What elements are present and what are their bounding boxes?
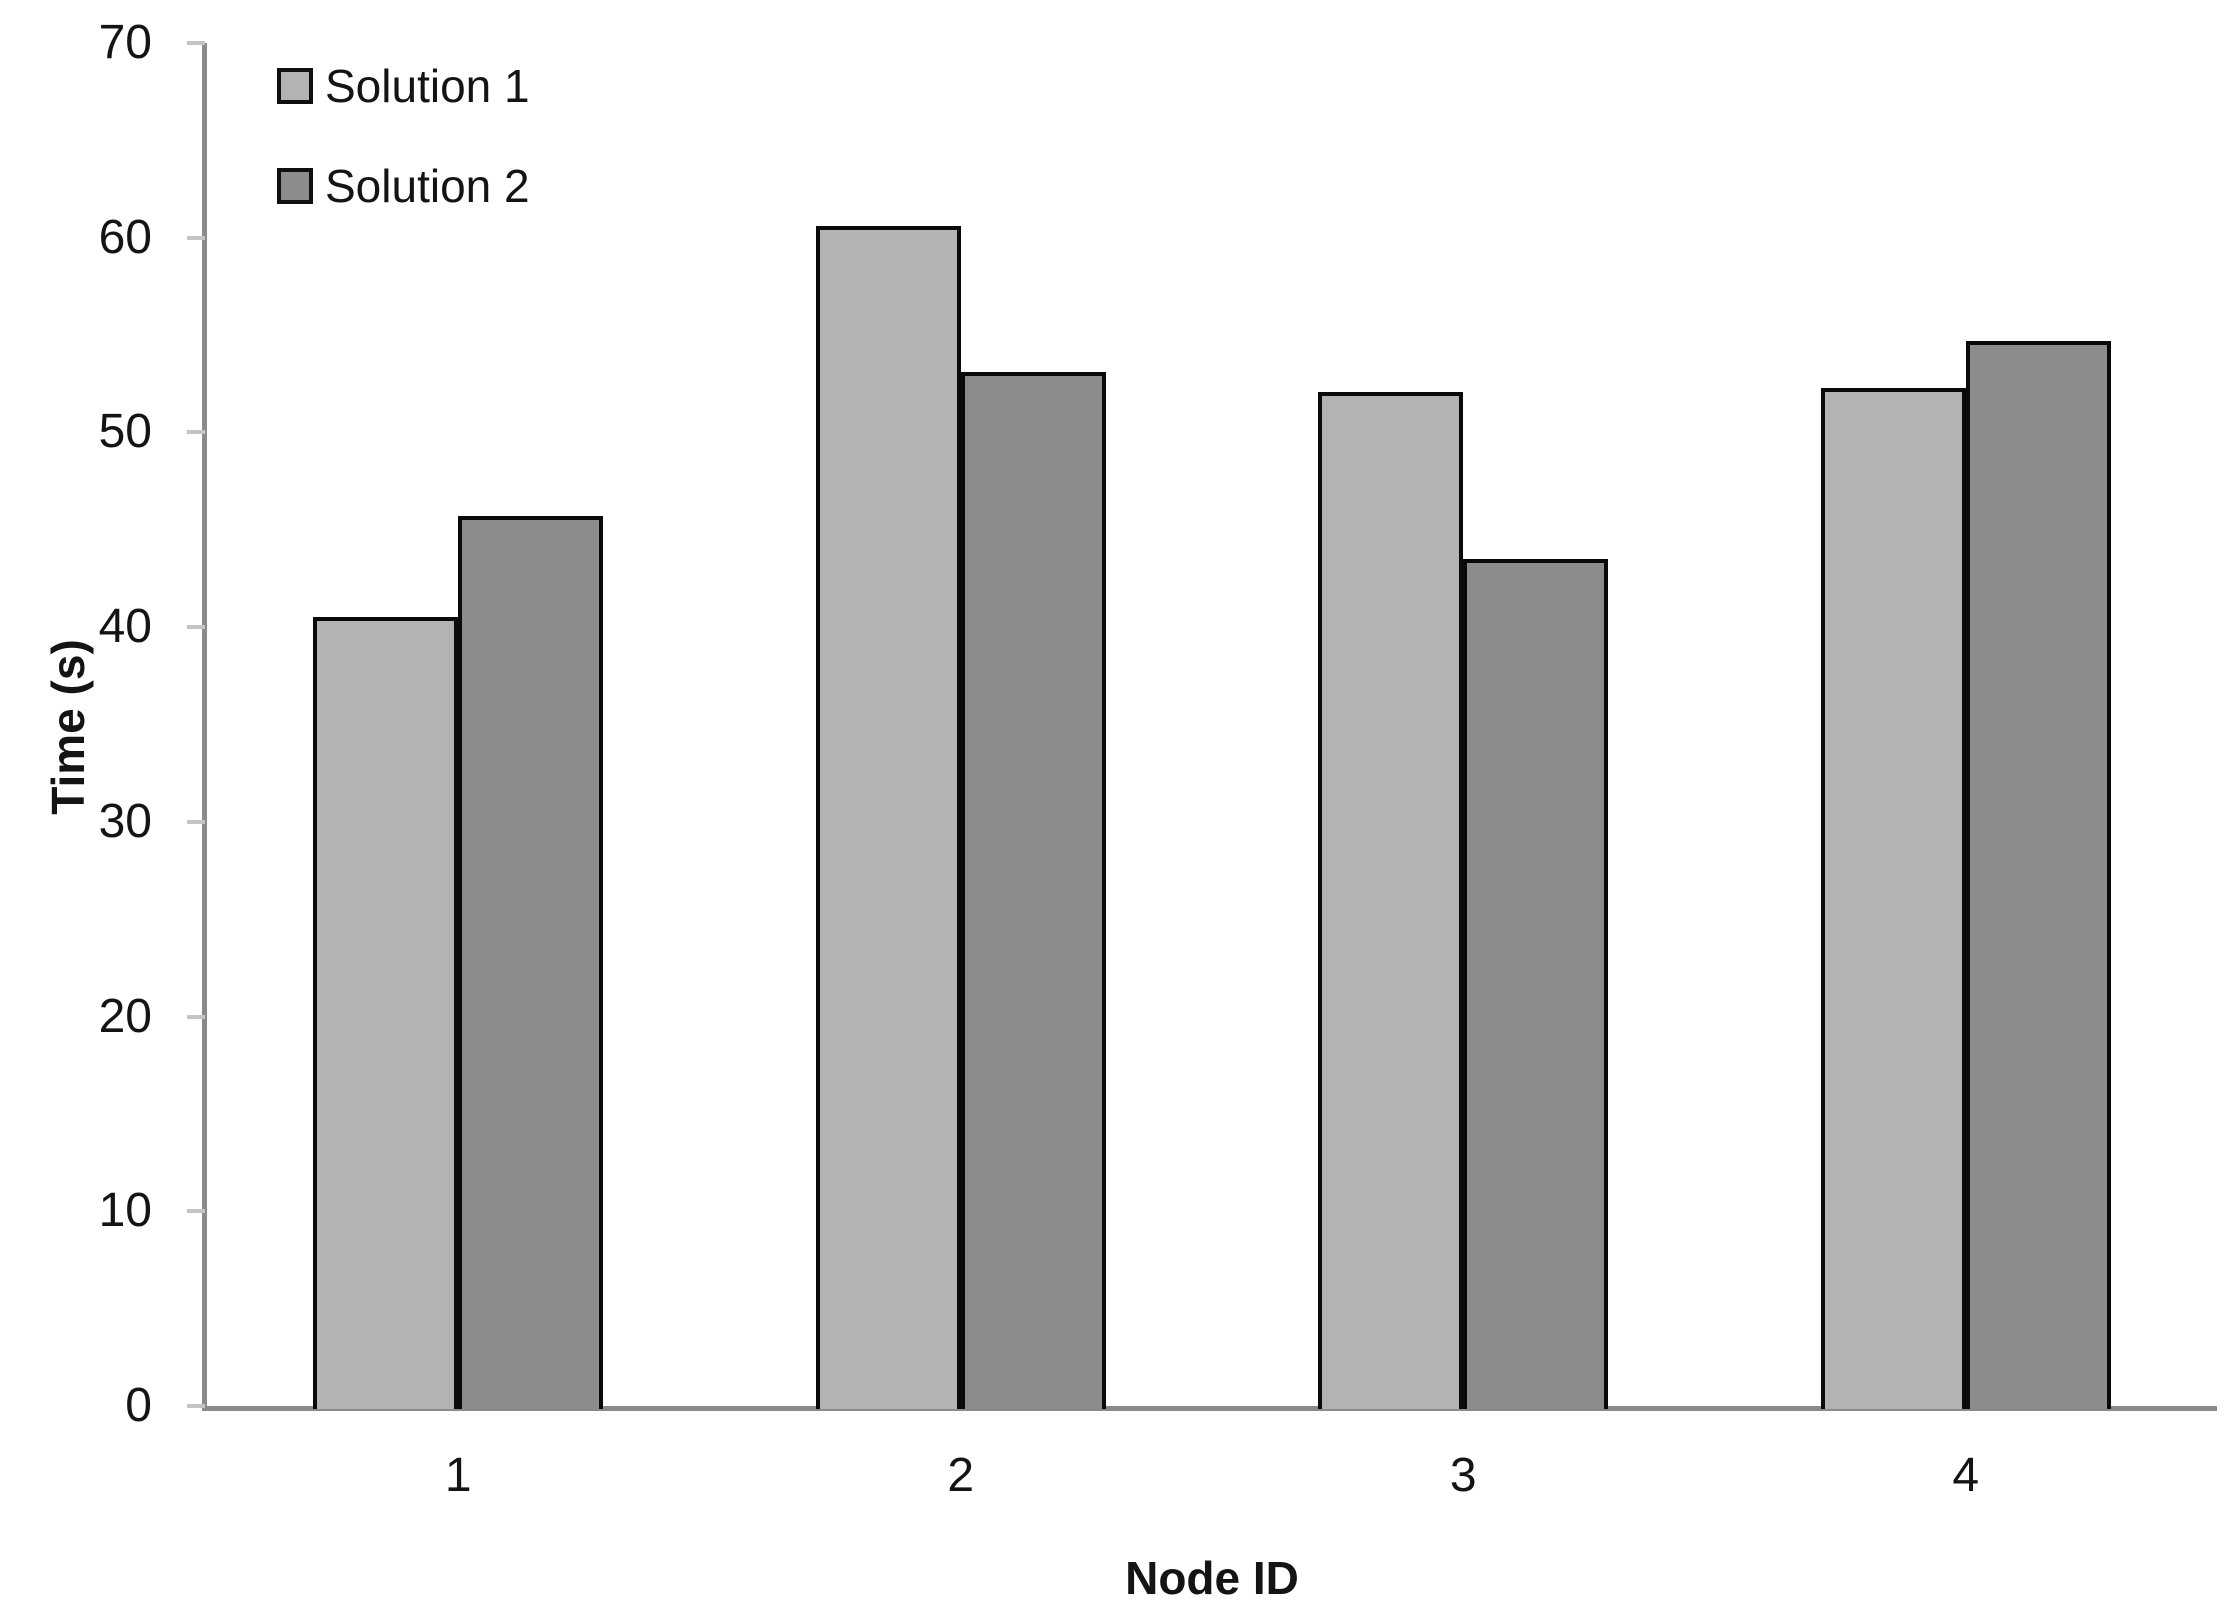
bar-series1-node2: [815, 226, 961, 1409]
legend-swatch-icon: [277, 68, 313, 104]
bar-series1-node4: [1820, 388, 1966, 1409]
y-tick-label: 30: [98, 794, 152, 848]
bar-series2-node3: [1463, 559, 1609, 1409]
x-axis-line: [202, 1406, 2217, 1411]
x-tick-label: 4: [1952, 1449, 1980, 1502]
legend-label: Solution 2: [325, 160, 530, 212]
legend-label: Solution 1: [325, 60, 530, 112]
bar-series2-node2: [960, 372, 1106, 1409]
y-tick-mark: [187, 235, 205, 240]
x-tick-label: 3: [1449, 1449, 1477, 1502]
y-tick-label: 50: [98, 405, 152, 459]
y-tick-label: 60: [98, 210, 152, 264]
legend-swatch-icon: [277, 168, 313, 204]
y-axis-line: [202, 43, 207, 1411]
bar-series1-node3: [1318, 392, 1464, 1409]
x-tick-label: 1: [444, 1449, 472, 1502]
y-axis-title: Time (s): [42, 639, 94, 815]
y-tick-mark: [187, 430, 205, 435]
y-tick-label: 0: [125, 1379, 152, 1432]
bar-series1-node1: [313, 617, 459, 1409]
bar-series2-node1: [458, 516, 604, 1409]
x-axis-title: Node ID: [1125, 1552, 1299, 1604]
legend-item: Solution 2: [277, 150, 530, 222]
y-tick-label: 10: [98, 1184, 152, 1238]
y-tick-label: 40: [98, 600, 152, 654]
legend-item: Solution 1: [277, 50, 530, 122]
y-tick-label: 20: [98, 989, 152, 1043]
y-tick-mark: [187, 1209, 205, 1214]
y-tick-mark: [187, 819, 205, 824]
y-tick-mark: [187, 41, 205, 45]
y-tick-mark: [187, 625, 205, 630]
x-tick-label: 2: [947, 1449, 975, 1502]
y-tick-mark: [187, 1014, 205, 1019]
y-tick-mark: [187, 1404, 205, 1408]
bar-series2-node4: [1965, 341, 2111, 1409]
y-tick-label: 70: [98, 16, 152, 69]
